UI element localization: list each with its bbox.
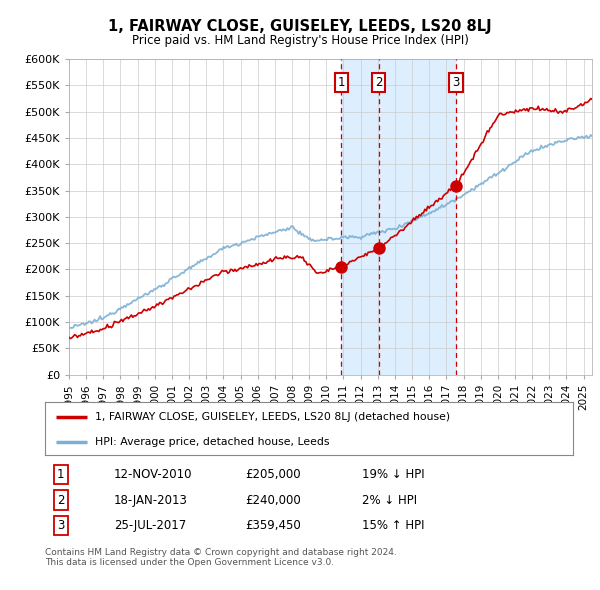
Text: 3: 3 bbox=[57, 519, 65, 532]
Text: 12-NOV-2010: 12-NOV-2010 bbox=[113, 468, 192, 481]
Text: 2: 2 bbox=[375, 76, 382, 89]
Text: HPI: Average price, detached house, Leeds: HPI: Average price, detached house, Leed… bbox=[95, 437, 329, 447]
Text: 18-JAN-2013: 18-JAN-2013 bbox=[113, 493, 188, 507]
Text: 1, FAIRWAY CLOSE, GUISELEY, LEEDS, LS20 8LJ: 1, FAIRWAY CLOSE, GUISELEY, LEEDS, LS20 … bbox=[108, 19, 492, 34]
Text: £359,450: £359,450 bbox=[245, 519, 301, 532]
Text: 2: 2 bbox=[57, 493, 65, 507]
Text: 2% ↓ HPI: 2% ↓ HPI bbox=[362, 493, 417, 507]
Text: £240,000: £240,000 bbox=[245, 493, 301, 507]
Text: £205,000: £205,000 bbox=[245, 468, 301, 481]
Text: 1: 1 bbox=[337, 76, 345, 89]
Text: 3: 3 bbox=[452, 76, 460, 89]
Text: 25-JUL-2017: 25-JUL-2017 bbox=[113, 519, 186, 532]
Text: 15% ↑ HPI: 15% ↑ HPI bbox=[362, 519, 424, 532]
Bar bbox=[341, 59, 456, 375]
Text: 1: 1 bbox=[57, 468, 65, 481]
Text: 19% ↓ HPI: 19% ↓ HPI bbox=[362, 468, 424, 481]
Text: Contains HM Land Registry data © Crown copyright and database right 2024.
This d: Contains HM Land Registry data © Crown c… bbox=[45, 548, 397, 567]
Text: Price paid vs. HM Land Registry's House Price Index (HPI): Price paid vs. HM Land Registry's House … bbox=[131, 34, 469, 47]
Text: 1, FAIRWAY CLOSE, GUISELEY, LEEDS, LS20 8LJ (detached house): 1, FAIRWAY CLOSE, GUISELEY, LEEDS, LS20 … bbox=[95, 412, 450, 422]
